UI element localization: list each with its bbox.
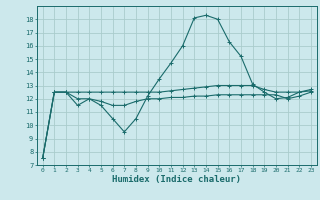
X-axis label: Humidex (Indice chaleur): Humidex (Indice chaleur) [112,175,241,184]
